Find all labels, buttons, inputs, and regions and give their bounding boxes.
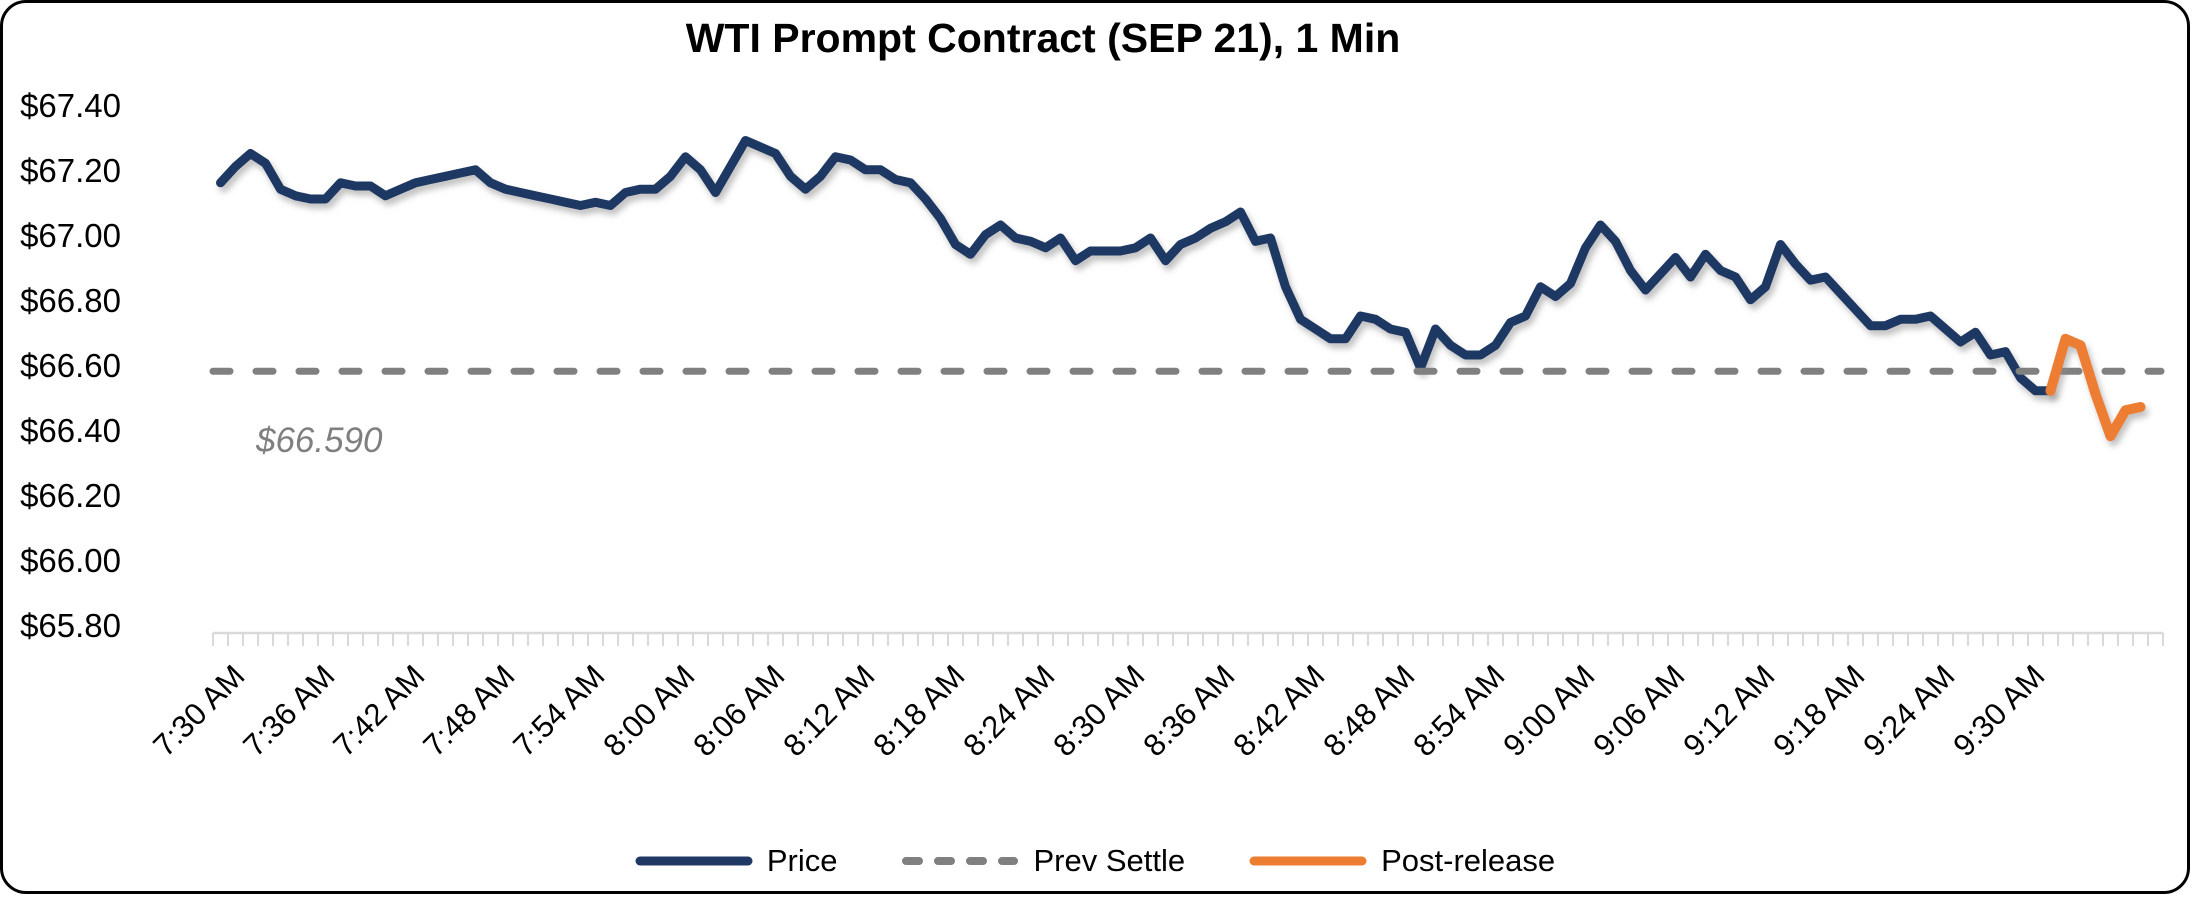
y-axis-tick-label: $65.80 [20, 607, 121, 644]
chart-legend: Price Prev Settle Post-release [3, 843, 2187, 879]
y-axis-tick-label: $66.40 [20, 412, 121, 449]
post-release-line [2045, 333, 2146, 442]
y-axis-tick-label: $67.40 [20, 87, 121, 124]
legend-item-prev-settle: Prev Settle [901, 843, 1185, 879]
legend-item-price: Price [635, 843, 838, 879]
price-line [216, 136, 2055, 396]
y-axis-tick-label: $67.20 [20, 152, 121, 189]
legend-label-post-release: Post-release [1381, 843, 1556, 878]
chart-canvas [209, 136, 2165, 646]
legend-item-post-release: Post-release [1249, 843, 1555, 879]
legend-label-prev-settle: Prev Settle [1033, 843, 1186, 878]
y-axis-tick-label: $67.00 [20, 217, 121, 254]
y-axis-tick-label: $66.80 [20, 282, 121, 319]
price-line-swatch-icon [635, 856, 753, 866]
prev-settle-line-swatch-icon [902, 857, 1019, 865]
y-axis-tick-label: $66.20 [20, 477, 121, 514]
legend-label-price: Price [766, 843, 838, 878]
chart-title: WTI Prompt Contract (SEP 21), 1 Min [685, 15, 1401, 61]
y-axis-tick-label: $66.60 [20, 347, 121, 384]
post-release-line-swatch-icon [1249, 856, 1367, 866]
prev-settle-annotation: $66.590 [256, 421, 383, 460]
y-axis-tick-label: $66.00 [20, 542, 121, 579]
